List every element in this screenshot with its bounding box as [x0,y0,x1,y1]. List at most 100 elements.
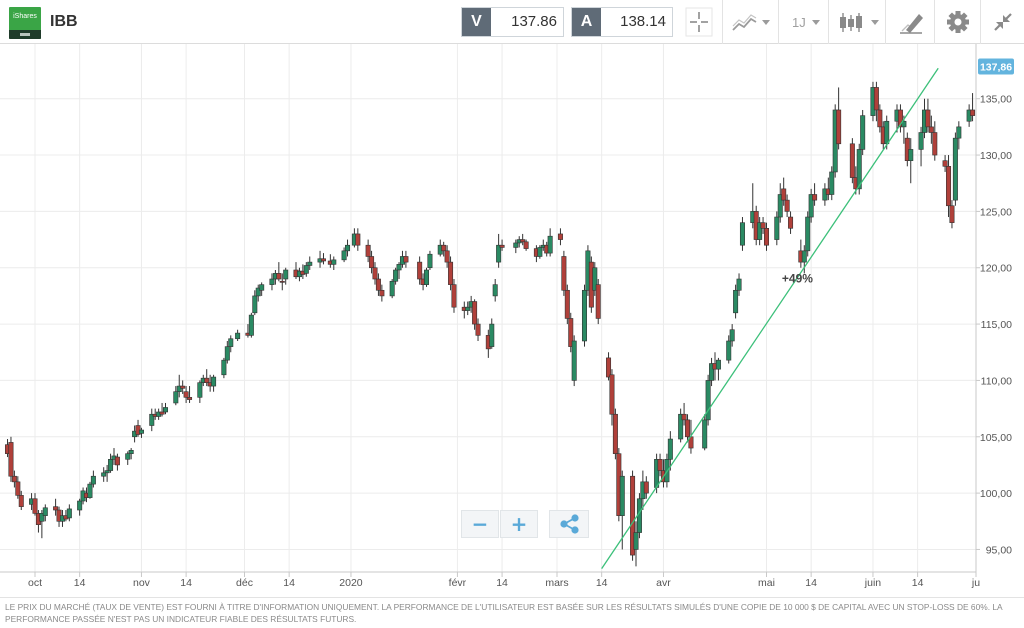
period-selector[interactable]: 1J [778,0,828,44]
candle [235,329,241,341]
candle [592,262,598,296]
candle [444,245,450,268]
ishares-logo: iShares [9,7,41,39]
candle [451,279,457,313]
logo-text: iShares [13,13,37,20]
x-tick-label: nov [133,577,151,589]
x-tick-label: 2020 [339,577,363,589]
candle [729,324,735,347]
collapse-button[interactable] [980,0,1024,44]
x-tick-label: 14 [180,577,192,589]
candle [970,93,976,122]
candle [777,183,783,223]
candle [403,250,409,268]
candle [557,228,563,246]
drawing-tools-button[interactable] [885,0,934,44]
share-button[interactable] [549,510,589,538]
candle [946,155,952,218]
last-price-label: 137,86 [980,61,1012,73]
candle [224,340,230,364]
candle [805,211,811,257]
candle [465,301,471,316]
candle [860,109,866,156]
candle [259,282,265,296]
candle [489,318,495,349]
y-tick-label: 135,00 [980,94,1012,106]
candle [448,256,454,291]
candle [547,228,553,257]
candle [42,504,48,522]
trend-line[interactable] [601,67,939,569]
candle [942,155,948,172]
chart-type-button[interactable] [828,0,885,44]
crosshair-button[interactable] [679,0,719,44]
candle [108,453,114,473]
sell-label: V [462,8,491,36]
y-tick-label: 125,00 [980,206,1012,218]
candle [733,284,739,319]
y-tick-label: 120,00 [980,263,1012,275]
candle [149,408,155,432]
crosshair-icon [685,7,713,37]
candle [379,284,385,302]
sell-price-button[interactable]: V 137.86 [461,7,564,37]
buy-price-button[interactable]: A 138.14 [571,7,673,37]
candle [345,239,351,257]
last-price-tag: 137,86 [978,58,1014,75]
candle [173,386,179,406]
candle [705,374,711,426]
candle [8,436,14,482]
candle [564,284,570,325]
settings-button[interactable] [934,0,980,44]
candle [228,335,234,353]
candle [39,510,45,539]
candle [11,470,17,488]
share-icon [560,514,579,534]
candle [104,464,110,482]
candle [427,250,433,270]
candle [757,217,763,246]
candle [918,126,924,167]
zoom-out-button[interactable]: − [461,510,499,538]
candle [928,115,934,144]
indicators-icon [732,14,770,31]
candle [612,408,618,460]
candle [77,498,83,516]
x-tick-label: déc [236,577,253,589]
candle [307,256,313,270]
x-tick-label: ju [971,577,980,589]
candle [341,247,347,263]
candle [375,273,381,296]
candle [197,380,203,403]
candle [908,138,914,184]
price-chart[interactable]: +49% 95,00 100,00 105,00 110,00 115,00 120,00… [0,44,1024,597]
candle [475,318,481,341]
candle [781,177,787,206]
candle [568,312,574,353]
candle [808,188,814,223]
candle [472,299,478,330]
candle [159,402,165,417]
candle [715,357,721,381]
candle [681,402,687,426]
y-tick-label: 115,00 [981,319,1012,331]
candle [424,267,430,287]
candle [269,273,275,291]
candle [595,279,601,325]
candle [125,451,131,465]
candle [372,262,378,285]
y-tick-label: 105,00 [980,432,1012,444]
top-toolbar: iShares IBB V 137.86 A 138.14 1J [0,0,1024,44]
candle [248,312,254,338]
candle [726,335,732,364]
candle [667,431,673,471]
indicators-button[interactable] [722,0,778,44]
x-tick-label: 14 [596,577,608,589]
candle [496,233,502,268]
candle [709,357,715,387]
candle [630,470,636,561]
candle [619,470,625,550]
x-axis-labels: oct 14 nov 14 déc 14 2020 févr 14 mars 14 avr mai 14 j… [28,572,980,589]
zoom-in-button[interactable]: + [500,510,538,538]
candle [609,369,615,426]
